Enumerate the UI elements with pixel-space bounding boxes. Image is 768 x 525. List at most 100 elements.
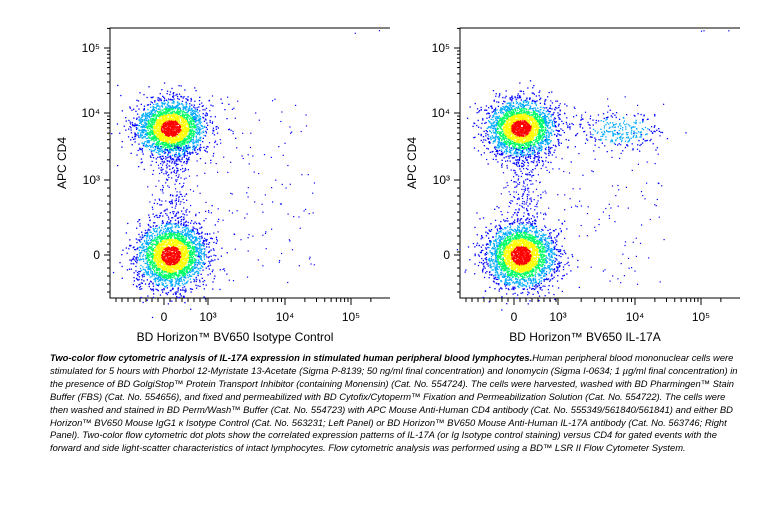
dot-cd4-neg [140, 247, 142, 249]
dot-cd4-pos [181, 111, 183, 113]
dot-cd4-neg [192, 273, 194, 275]
dot-cd4-neg [158, 264, 160, 266]
dot-cd4-pos [167, 105, 169, 107]
dot-cd4-pos [171, 149, 173, 151]
dot-cd4-neg [159, 278, 162, 280]
dot-cd4-neg [185, 290, 187, 292]
dot-cd4-neg [147, 272, 149, 274]
dot-cd4-pos [213, 152, 215, 155]
dot-cd4-neg [163, 240, 165, 242]
dot-cd4-pos [154, 130, 156, 132]
dot-cd4-pos [164, 145, 166, 147]
dot-cd4-pos [193, 106, 195, 108]
dot-cd4-pos [164, 122, 166, 124]
dot-cd4-pos [140, 162, 142, 164]
dot-cd4-neg [177, 239, 179, 241]
dot-cd4-neg [214, 275, 216, 277]
dot-cd4-pos [197, 126, 199, 128]
dot-cd4-neg [146, 262, 148, 264]
dot-cd4-neg [175, 278, 177, 280]
dot-cd4-pos [164, 140, 166, 142]
dot-cd4-neg [149, 251, 151, 253]
dot-cd4-pos [167, 109, 169, 111]
dot-cd4-pos [185, 123, 187, 125]
dot-cd4-neg [175, 271, 177, 273]
dot-cd4-neg [195, 249, 197, 252]
dot-cd4-neg [181, 227, 184, 229]
dot-cd4-neg [141, 249, 143, 252]
dot-cd4-pos [170, 130, 172, 132]
dot-cd4-neg [166, 234, 168, 236]
dot-cd4-neg [178, 256, 180, 258]
dot-cd4-pos [162, 133, 165, 135]
dot-cd4-pos [152, 108, 154, 111]
dot-cd4-neg [130, 268, 132, 270]
dot-cd4-pos [158, 111, 160, 113]
dot-cd4-neg [182, 263, 184, 265]
dot-cd4-neg [161, 237, 163, 239]
dot-cd4-neg [141, 234, 143, 236]
dot-cd4-pos [169, 98, 172, 101]
dot-cd4-pos [166, 104, 168, 106]
dot-cd4-neg [193, 262, 196, 264]
dot-cd4-pos [178, 137, 180, 139]
dot-cd4-neg [137, 221, 139, 223]
dot-cd4-pos [171, 112, 173, 114]
dot-cd4-pos [169, 119, 171, 121]
dot-cd4-pos [184, 134, 186, 136]
dot-cd4-pos [155, 161, 157, 163]
dot-cd4-neg [145, 243, 148, 245]
dot-cd4-pos [205, 126, 207, 129]
dot-cd4-neg [151, 273, 153, 275]
dot-cd4-neg [163, 236, 165, 238]
dot-cd4-neg [148, 242, 150, 244]
dot-cd4-neg [153, 254, 155, 256]
dot-cd4-neg [172, 257, 175, 259]
dot-cd4-pos [172, 142, 175, 144]
dot-cd4-neg [177, 287, 179, 290]
dot-cd4-neg [166, 229, 168, 231]
dot-cd4-pos [144, 122, 146, 124]
dot-cd4-pos [177, 141, 179, 143]
dot-cd4-pos [158, 128, 161, 131]
dot-cd4-neg [196, 246, 198, 249]
dot-cd4-neg [174, 248, 176, 250]
dot-cd4-pos [183, 111, 185, 113]
dot-cd4-neg [151, 255, 153, 257]
dot-cd4-neg [171, 255, 173, 257]
dot-cd4-pos [137, 124, 139, 127]
dot-cd4-neg [184, 240, 186, 242]
dot-cd4-neg [141, 236, 143, 238]
dot-cd4-neg [179, 252, 181, 254]
dot-cd4-neg [162, 220, 164, 222]
dot-cd4-pos [129, 126, 131, 128]
dot-cd4-pos [153, 140, 155, 142]
dot-cd4-pos [157, 142, 160, 144]
dot-cd4-pos [150, 96, 152, 99]
dot-cd4-neg [151, 234, 153, 236]
dot-cd4-pos [174, 116, 176, 118]
dot-cd4-neg [187, 229, 190, 232]
dot-cd4-pos [138, 166, 140, 168]
dot-cd4-pos [188, 124, 191, 126]
dot-cd4-pos [192, 119, 195, 122]
dot-cd4-pos [157, 138, 160, 140]
dot-cd4-pos [183, 141, 185, 143]
dot-cd4-pos [173, 125, 175, 127]
dot-cd4-pos [179, 145, 182, 147]
dot-cd4-neg [156, 270, 158, 272]
dot-cd4-neg [183, 247, 185, 249]
dot-cd4-neg [157, 255, 159, 257]
dot-cd4-neg [149, 229, 151, 231]
dot-cd4-pos [147, 126, 149, 128]
dot-cd4-neg [160, 266, 162, 268]
dot-cd4-neg [199, 223, 201, 225]
dot-cd4-neg [136, 286, 138, 288]
dot-cd4-pos [140, 122, 142, 124]
dot-cd4-neg [139, 246, 141, 249]
dot-cd4-pos [166, 110, 169, 112]
dot-cd4-pos [173, 113, 175, 115]
dot-cd4-pos [186, 120, 189, 122]
dot-cd4-neg [172, 272, 175, 274]
dot-cd4-neg [146, 256, 148, 258]
